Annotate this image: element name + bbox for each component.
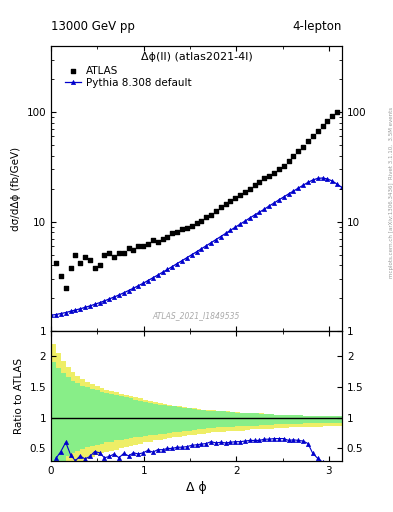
ATLAS: [218, 203, 224, 211]
ATLAS: [193, 219, 200, 227]
ATLAS: [305, 137, 311, 145]
ATLAS: [295, 147, 301, 155]
Text: Δϕ(ll) (atlas2021-4l): Δϕ(ll) (atlas2021-4l): [141, 52, 252, 62]
ATLAS: [213, 207, 219, 215]
ATLAS: [266, 172, 272, 180]
ATLAS: [310, 132, 316, 140]
ATLAS: [130, 246, 137, 254]
ATLAS: [135, 242, 141, 250]
ATLAS: [232, 194, 239, 202]
Text: mcplots.cern.ch [arXiv:1306.3436]: mcplots.cern.ch [arXiv:1306.3436]: [389, 183, 393, 278]
Pythia 8.308 default: [107, 296, 112, 302]
ATLAS: [334, 108, 340, 116]
ATLAS: [281, 162, 287, 170]
Pythia 8.308 default: [49, 312, 53, 318]
ATLAS: [145, 240, 151, 248]
Pythia 8.308 default: [320, 175, 325, 181]
Text: ATLAS_2021_I1849535: ATLAS_2021_I1849535: [153, 311, 240, 320]
ATLAS: [169, 229, 175, 238]
Legend: ATLAS, Pythia 8.308 default: ATLAS, Pythia 8.308 default: [62, 62, 195, 91]
ATLAS: [198, 217, 204, 225]
ATLAS: [179, 225, 185, 233]
ATLAS: [67, 264, 73, 272]
ATLAS: [184, 224, 190, 232]
Line: Pythia 8.308 default: Pythia 8.308 default: [49, 176, 344, 317]
ATLAS: [116, 249, 122, 257]
ATLAS: [58, 272, 64, 280]
ATLAS: [252, 181, 258, 189]
X-axis label: Δ ϕ: Δ ϕ: [186, 481, 207, 494]
ATLAS: [160, 234, 166, 243]
ATLAS: [208, 211, 214, 219]
ATLAS: [53, 259, 59, 267]
ATLAS: [62, 284, 69, 292]
ATLAS: [125, 243, 132, 251]
ATLAS: [164, 233, 171, 241]
ATLAS: [314, 127, 321, 135]
ATLAS: [92, 264, 98, 272]
Text: Rivet 3.1.10,  3.5M events: Rivet 3.1.10, 3.5M events: [389, 108, 393, 179]
ATLAS: [320, 122, 326, 131]
ATLAS: [121, 249, 127, 257]
ATLAS: [72, 250, 79, 259]
Text: 4-lepton: 4-lepton: [292, 20, 342, 33]
ATLAS: [276, 165, 282, 174]
ATLAS: [87, 255, 93, 264]
Y-axis label: Ratio to ATLAS: Ratio to ATLAS: [14, 358, 24, 434]
Pythia 8.308 default: [340, 184, 344, 190]
Pythia 8.308 default: [117, 292, 121, 298]
ATLAS: [189, 222, 195, 230]
ATLAS: [154, 238, 161, 246]
Text: 13000 GeV pp: 13000 GeV pp: [51, 20, 135, 33]
ATLAS: [203, 213, 209, 221]
ATLAS: [140, 242, 146, 250]
ATLAS: [77, 259, 83, 267]
ATLAS: [285, 157, 292, 165]
ATLAS: [150, 236, 156, 244]
ATLAS: [174, 228, 180, 237]
ATLAS: [271, 168, 277, 177]
ATLAS: [261, 174, 268, 182]
ATLAS: [324, 117, 331, 125]
ATLAS: [101, 250, 108, 259]
ATLAS: [237, 191, 243, 199]
ATLAS: [247, 184, 253, 193]
ATLAS: [329, 112, 335, 120]
ATLAS: [222, 200, 229, 208]
ATLAS: [242, 187, 248, 196]
ATLAS: [256, 178, 263, 186]
Y-axis label: dσ/dΔϕ (fb/GeV): dσ/dΔϕ (fb/GeV): [11, 146, 21, 231]
Pythia 8.308 default: [301, 182, 305, 188]
ATLAS: [290, 152, 297, 160]
ATLAS: [111, 252, 117, 261]
ATLAS: [96, 261, 103, 269]
ATLAS: [227, 197, 233, 205]
ATLAS: [300, 143, 306, 151]
Pythia 8.308 default: [204, 243, 209, 249]
Pythia 8.308 default: [151, 275, 155, 281]
ATLAS: [106, 249, 112, 257]
ATLAS: [82, 252, 88, 261]
Pythia 8.308 default: [223, 230, 228, 237]
